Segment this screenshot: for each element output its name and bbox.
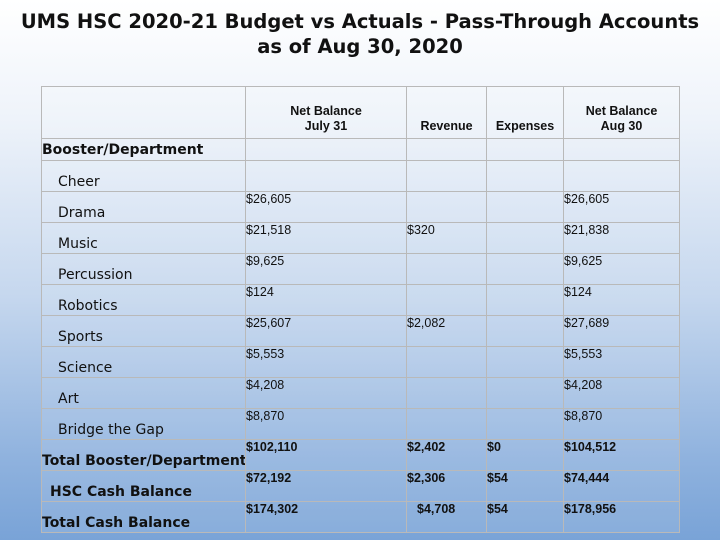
header-row: Net Balance July 31 Revenue Expenses Net…	[41, 86, 680, 139]
total-label: Total Booster/Department	[41, 439, 246, 471]
table-cell	[486, 138, 564, 161]
expenses-cell	[486, 284, 564, 316]
revenue-cell	[406, 346, 487, 378]
row-label: Robotics	[41, 284, 246, 316]
title-line-1: UMS HSC 2020-21 Budget vs Actuals - Pass…	[20, 10, 700, 33]
header-net-balance-start: Net Balance July 31	[245, 86, 407, 139]
net-balance-start-cell: $174,302	[245, 501, 407, 533]
net-balance-end-cell: $4,208	[563, 377, 680, 409]
net-balance-end-cell: $124	[563, 284, 680, 316]
section-label: Booster/Department	[41, 138, 246, 161]
net-balance-end-cell: $5,553	[563, 346, 680, 378]
table-row: Drama $26,605 $26,605	[41, 191, 680, 223]
net-balance-start-cell: $26,605	[245, 191, 407, 223]
total-label: Total Cash Balance	[41, 501, 246, 533]
expenses-cell: $0	[486, 439, 564, 471]
header-revenue: Revenue	[406, 86, 487, 139]
table-row: Science $5,553 $5,553	[41, 346, 680, 378]
net-balance-start-cell: $124	[245, 284, 407, 316]
table-row: Bridge the Gap $8,870 $8,870	[41, 408, 680, 440]
table-row: Sports $25,607 $2,082 $27,689	[41, 315, 680, 347]
net-balance-end-cell: $9,625	[563, 253, 680, 285]
revenue-cell	[406, 377, 487, 409]
net-balance-end-cell: $104,512	[563, 439, 680, 471]
header-net-balance-start-line2: July 31	[304, 119, 348, 133]
net-balance-end-cell: $8,870	[563, 408, 680, 440]
row-label: Cheer	[41, 160, 246, 192]
row-label: Sports	[41, 315, 246, 347]
revenue-cell: $2,402	[406, 439, 487, 471]
expenses-cell	[486, 346, 564, 378]
net-balance-end-cell: $21,838	[563, 222, 680, 254]
page-title: UMS HSC 2020-21 Budget vs Actuals - Pass…	[0, 9, 720, 59]
revenue-cell	[406, 408, 487, 440]
net-balance-start-cell: $25,607	[245, 315, 407, 347]
section-row: Booster/Department	[41, 138, 680, 161]
revenue-cell: $2,082	[406, 315, 487, 347]
row-label: Bridge the Gap	[41, 408, 246, 440]
net-balance-end-cell: $74,444	[563, 470, 680, 502]
table-row: Robotics $124 $124	[41, 284, 680, 316]
table-cell	[245, 138, 407, 161]
total-label: HSC Cash Balance	[41, 470, 246, 502]
expenses-cell: $54	[486, 470, 564, 502]
expenses-cell	[486, 191, 564, 223]
header-blank	[41, 86, 246, 139]
net-balance-start-cell	[245, 160, 407, 192]
revenue-cell: $4,708	[406, 501, 487, 533]
header-net-balance-start-line1: Net Balance	[290, 104, 362, 118]
revenue-cell	[406, 284, 487, 316]
total-row: Total Cash Balance $174,302 $4,708 $54 $178,…	[41, 501, 680, 533]
table-cell	[563, 138, 680, 161]
expenses-cell	[486, 377, 564, 409]
net-balance-start-cell: $102,110	[245, 439, 407, 471]
revenue-cell	[406, 191, 487, 223]
expenses-cell	[486, 222, 564, 254]
total-row: Total Booster/Department $102,110 $2,402 $0…	[41, 439, 680, 471]
row-label: Percussion	[41, 253, 246, 285]
revenue-cell: $320	[406, 222, 487, 254]
net-balance-end-cell: $178,956	[563, 501, 680, 533]
header-expenses: Expenses	[486, 86, 564, 139]
title-line-2: as of Aug 30, 2020	[257, 35, 463, 58]
net-balance-end-cell: $27,689	[563, 315, 680, 347]
row-label: Science	[41, 346, 246, 378]
table-row: Cheer	[41, 160, 680, 192]
expenses-cell	[486, 315, 564, 347]
net-balance-start-cell: $5,553	[245, 346, 407, 378]
net-balance-start-cell: $8,870	[245, 408, 407, 440]
revenue-cell: $2,306	[406, 470, 487, 502]
header-net-balance-end: Net Balance Aug 30	[563, 86, 680, 139]
expenses-cell: $54	[486, 501, 564, 533]
header-net-balance-end-line2: Aug 30	[600, 119, 643, 133]
expenses-cell	[486, 253, 564, 285]
net-balance-start-cell: $21,518	[245, 222, 407, 254]
row-label: Art	[41, 377, 246, 409]
expenses-cell	[486, 160, 564, 192]
revenue-cell	[406, 253, 487, 285]
net-balance-end-cell: $26,605	[563, 191, 680, 223]
net-balance-start-cell: $4,208	[245, 377, 407, 409]
budget-table: Net Balance July 31 Revenue Expenses Net…	[41, 86, 680, 533]
net-balance-start-cell: $72,192	[245, 470, 407, 502]
row-label: Drama	[41, 191, 246, 223]
total-row: HSC Cash Balance $72,192 $2,306 $54 $74,444	[41, 470, 680, 502]
table-row: Art $4,208 $4,208	[41, 377, 680, 409]
table-cell	[406, 138, 487, 161]
row-label: Music	[41, 222, 246, 254]
header-net-balance-end-line1: Net Balance	[585, 104, 658, 118]
table-row: Percussion $9,625 $9,625	[41, 253, 680, 285]
net-balance-end-cell	[563, 160, 680, 192]
net-balance-start-cell: $9,625	[245, 253, 407, 285]
revenue-cell	[406, 160, 487, 192]
expenses-cell	[486, 408, 564, 440]
table-row: Music $21,518 $320 $21,838	[41, 222, 680, 254]
